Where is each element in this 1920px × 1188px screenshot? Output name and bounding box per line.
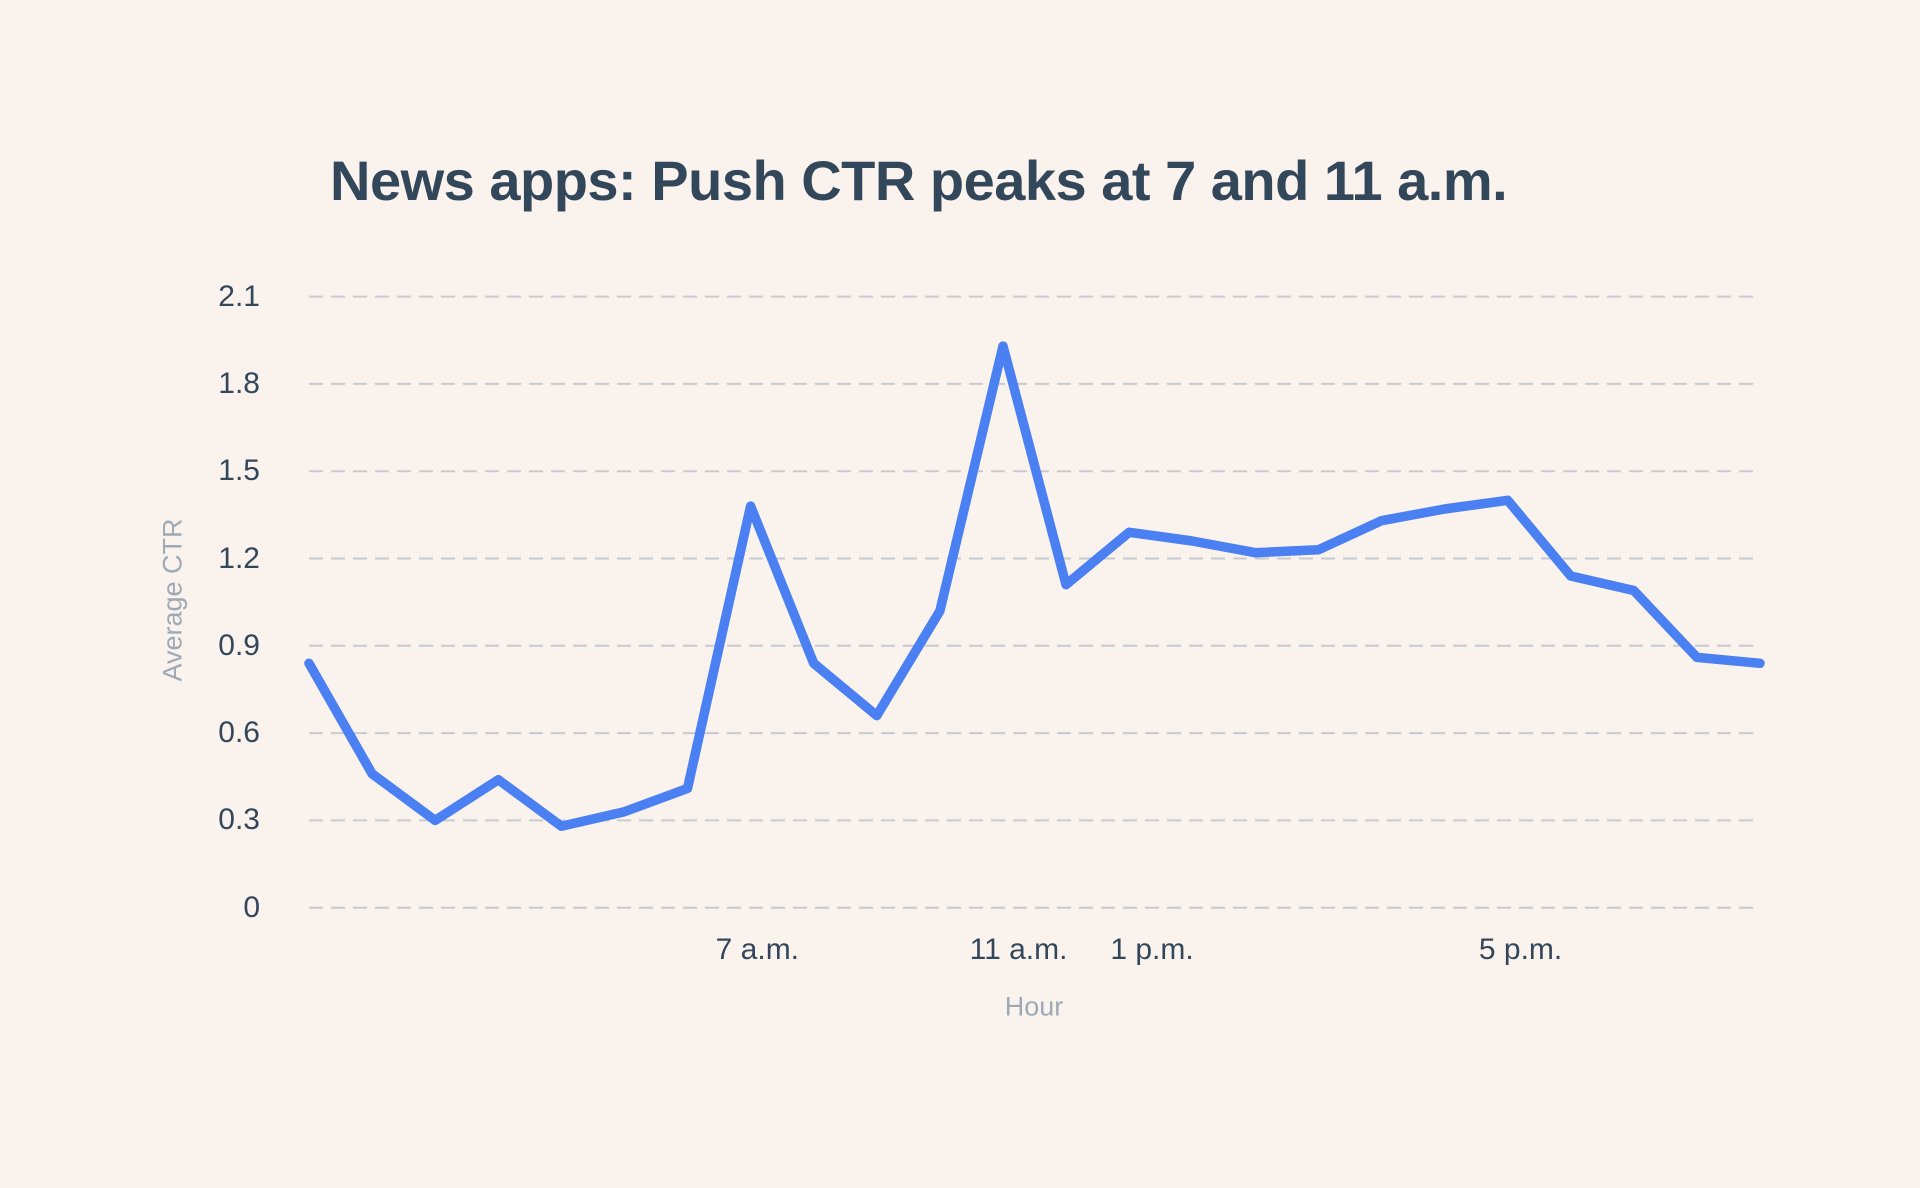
y-tick-label: 0.6 [218, 716, 260, 750]
x-tick-label: 1 p.m. [1110, 933, 1194, 966]
y-tick-label: 1.2 [218, 541, 260, 575]
gridlines [309, 295, 1760, 909]
y-axis-title: Average CTR [157, 518, 188, 682]
y-tick-label: 1.8 [218, 366, 260, 400]
y-tick-label: 1.5 [218, 454, 260, 488]
y-tick-label: 0 [243, 890, 260, 924]
y-tick-label: 0.3 [218, 803, 260, 837]
x-tick-label: 11 a.m. [969, 933, 1068, 966]
chart-title: News apps: Push CTR peaks at 7 and 11 a.… [330, 149, 1508, 212]
y-tick-label: 2.1 [218, 279, 260, 313]
ctr-line-series [304, 341, 1765, 831]
x-tick-label: 5 p.m. [1478, 933, 1563, 966]
y-tick-label: 0.9 [218, 628, 260, 662]
x-axis-title: Hour [1004, 991, 1064, 1022]
x-tick-label: 7 a.m. [715, 933, 800, 966]
